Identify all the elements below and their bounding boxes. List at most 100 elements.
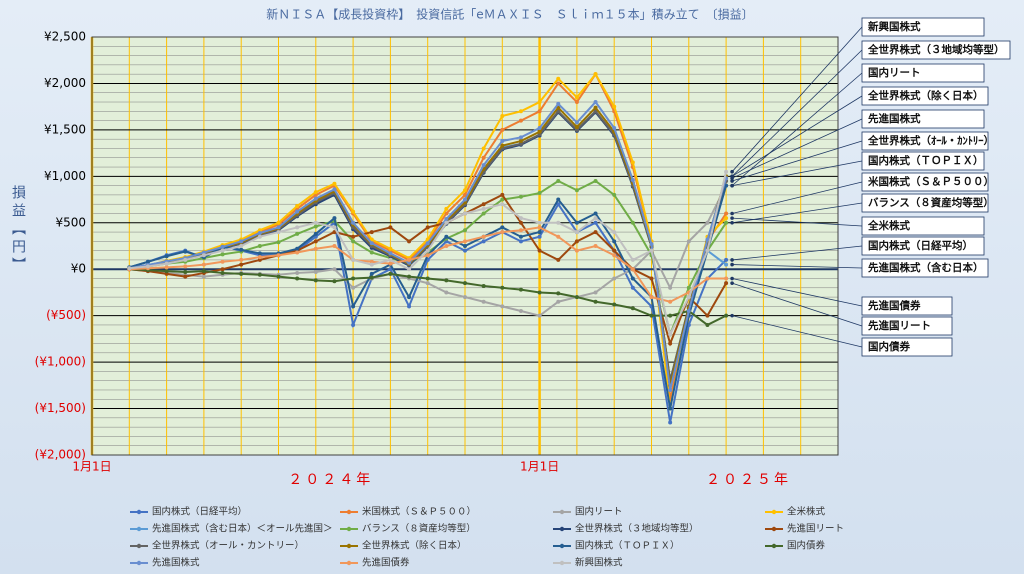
data-point xyxy=(351,276,356,281)
data-point xyxy=(444,217,449,222)
data-point xyxy=(500,139,505,144)
y-tick-label: ¥1,000 xyxy=(44,169,86,183)
series xyxy=(127,100,729,392)
data-point xyxy=(481,239,486,244)
data-point xyxy=(518,109,523,114)
data-point xyxy=(463,248,467,253)
data-point xyxy=(556,220,561,225)
data-point xyxy=(220,252,225,257)
data-point xyxy=(351,220,356,225)
chart-title: 新ＮＩＳＡ【成長投資枠】 投資信託「eＭＡＸＩＳ Ｓｌｉｍ１５本」積み立て 〔損… xyxy=(266,7,753,22)
data-point xyxy=(630,267,635,272)
data-point xyxy=(481,211,486,216)
data-point xyxy=(518,139,523,144)
series xyxy=(127,225,729,304)
data-point xyxy=(537,132,542,137)
data-point xyxy=(593,244,598,248)
data-point xyxy=(481,299,486,304)
data-point xyxy=(593,299,598,304)
callout-box xyxy=(861,63,985,83)
data-point xyxy=(164,265,169,270)
callout-box xyxy=(861,216,985,236)
data-point xyxy=(518,216,523,221)
data-point xyxy=(481,206,486,211)
callout-label: 先進国株式 xyxy=(868,112,921,125)
legend-marker xyxy=(559,526,565,532)
legend-label: 国内債券 xyxy=(787,540,826,552)
data-point xyxy=(481,283,486,288)
data-point xyxy=(574,220,579,225)
data-point xyxy=(705,276,710,281)
legend-marker xyxy=(136,526,142,532)
data-point xyxy=(295,231,300,236)
data-point xyxy=(500,127,505,132)
callout-box xyxy=(861,40,1011,60)
legend-label: 先進国株式 xyxy=(152,557,200,569)
data-point xyxy=(630,285,635,290)
legend-label: 全世界株式（除く日本） xyxy=(362,540,467,552)
data-point xyxy=(481,234,486,239)
data-point xyxy=(518,118,523,123)
data-point xyxy=(407,267,412,272)
data-point xyxy=(537,109,542,114)
data-point xyxy=(183,257,188,262)
data-point xyxy=(574,239,579,244)
callout-label: 全世界株式（ｵｰﾙ・ｶﾝﾄﾘｰ） xyxy=(867,134,994,147)
data-point xyxy=(463,281,467,286)
callout-box xyxy=(861,86,989,106)
arrow-head xyxy=(730,169,734,174)
data-point xyxy=(257,251,262,256)
y-tick-label: ¥2,500 xyxy=(44,30,86,44)
data-point xyxy=(351,304,356,309)
data-point xyxy=(425,253,430,258)
y-tick-label: ¥500 xyxy=(55,215,86,229)
data-point xyxy=(574,188,579,193)
legend-label: 国内株式（ＴＯＰＩＸ） xyxy=(575,540,680,552)
callout-label: 先進国債券 xyxy=(868,299,921,312)
data-point xyxy=(574,295,579,300)
data-point xyxy=(537,129,542,134)
data-point xyxy=(518,239,523,244)
callout-box xyxy=(861,131,989,151)
data-point xyxy=(425,281,430,286)
data-point xyxy=(220,244,225,249)
callout-arrow xyxy=(731,49,863,177)
data-point xyxy=(668,406,673,411)
data-point xyxy=(612,248,617,253)
data-point xyxy=(705,248,710,253)
callout-label: 先進国株式（含む日本） xyxy=(868,261,984,274)
y-tick-label: ¥1,500 xyxy=(44,122,86,136)
data-point xyxy=(220,267,225,272)
data-point xyxy=(388,251,393,256)
data-point xyxy=(332,267,337,272)
data-point xyxy=(257,228,262,233)
arrow-head xyxy=(730,216,734,220)
y-tick-label: (¥500) xyxy=(46,308,86,322)
callout-label: 全世界株式（３地域均等型） xyxy=(867,43,1005,56)
data-point xyxy=(556,299,561,304)
y-tick-label: ¥2,000 xyxy=(44,76,86,90)
data-point xyxy=(649,242,654,247)
data-point xyxy=(724,257,729,262)
data-point xyxy=(407,295,412,300)
data-point xyxy=(500,285,505,290)
data-point xyxy=(537,230,542,235)
callout-arrow xyxy=(732,160,863,187)
data-point xyxy=(612,126,617,131)
data-point xyxy=(313,220,318,225)
legend-label: 全世界株式（オール・カントリー） xyxy=(152,540,304,552)
data-point xyxy=(444,211,449,216)
data-point xyxy=(649,313,654,318)
legend-label: 先進国債券 xyxy=(362,557,410,569)
arrow-head xyxy=(730,179,734,183)
data-point xyxy=(686,239,691,244)
data-point xyxy=(407,239,412,244)
plot-border xyxy=(91,36,839,456)
year-label: ２０２５年 xyxy=(706,472,791,488)
data-point xyxy=(407,260,412,265)
data-point xyxy=(313,278,318,283)
callout-box xyxy=(861,337,953,357)
data-point xyxy=(313,224,318,229)
data-point xyxy=(593,72,598,77)
